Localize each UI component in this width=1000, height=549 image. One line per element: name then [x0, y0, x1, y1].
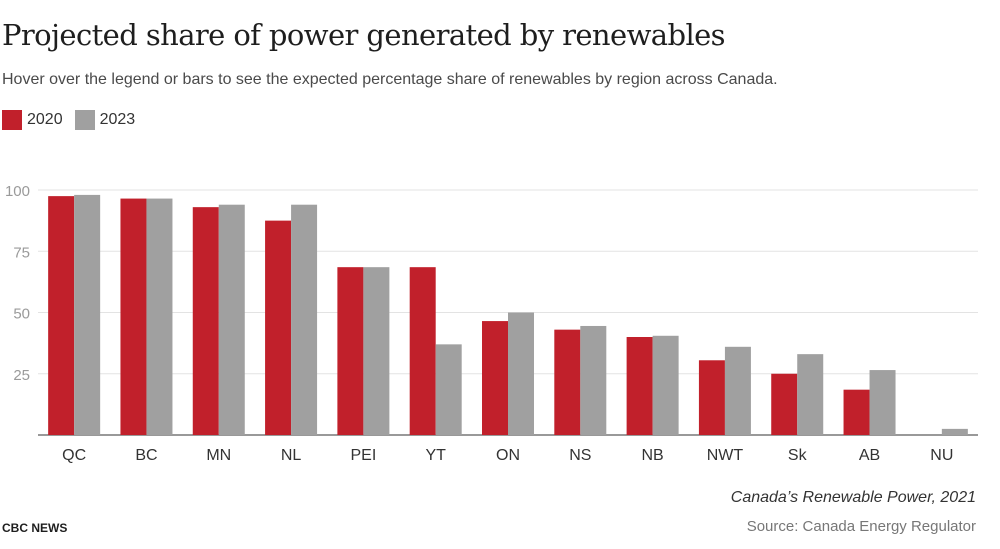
- chart-title: Projected share of power generated by re…: [2, 18, 726, 52]
- bar-2023-pei[interactable]: [363, 267, 390, 435]
- x-tick-label: NU: [930, 447, 953, 464]
- bar-2023-sk[interactable]: [797, 354, 824, 435]
- bar-2023-bc[interactable]: [146, 198, 173, 435]
- bar-2020-yt[interactable]: [409, 267, 436, 435]
- x-tick-label: NS: [569, 447, 591, 464]
- source-credit: Source: Canada Energy Regulator: [746, 518, 976, 535]
- legend: 2020 2023: [2, 110, 147, 130]
- bar-2020-mn[interactable]: [192, 207, 219, 435]
- x-tick-label: NWT: [707, 447, 744, 464]
- legend-swatch-2020: [2, 110, 22, 130]
- bar-2020-pei[interactable]: [337, 267, 364, 435]
- bar-2023-ab[interactable]: [869, 370, 896, 435]
- x-tick-label: ON: [496, 447, 520, 464]
- bar-2020-sk[interactable]: [771, 373, 798, 435]
- bar-2020-qc[interactable]: [48, 196, 75, 435]
- x-tick-label: PEI: [350, 447, 376, 464]
- chart-subtitle: Hover over the legend or bars to see the…: [2, 71, 778, 88]
- bar-2023-qc[interactable]: [74, 194, 101, 435]
- legend-label-2023: 2023: [99, 111, 136, 128]
- bar-2023-nu[interactable]: [941, 428, 968, 435]
- brand-logo: CBC NEWS: [2, 521, 68, 535]
- bar-2020-on[interactable]: [482, 321, 508, 435]
- bar-2023-yt[interactable]: [435, 344, 462, 435]
- x-tick-label: Sk: [788, 447, 808, 464]
- bar-2023-ns[interactable]: [580, 325, 607, 435]
- bar-2020-nl[interactable]: [265, 220, 292, 435]
- y-tick-label: 100: [5, 183, 30, 200]
- bar-2023-on[interactable]: [508, 312, 534, 436]
- x-tick-label: NB: [641, 447, 663, 464]
- bar-chart: 25 50 75 100 QC BC MN NL PEI YT ON NS NB NWT Sk AB NU: [5, 183, 978, 464]
- bar-2020-nb[interactable]: [626, 337, 653, 435]
- bar-2023-mn[interactable]: [218, 204, 245, 435]
- chart-area: 25 50 75 100 QC BC MN NL PEI YT ON NS NB NWT Sk AB NU: [0, 170, 1000, 470]
- legend-item-2020[interactable]: 2020: [2, 110, 63, 130]
- legend-item-2023[interactable]: 2023: [74, 110, 136, 130]
- bar-2023-nb[interactable]: [652, 335, 679, 435]
- legend-label-2020: 2020: [27, 111, 63, 128]
- x-tick-label: NL: [281, 447, 302, 464]
- y-tick-label: 25: [13, 367, 30, 384]
- y-tick-label: 50: [13, 306, 30, 323]
- bar-2023-nwt[interactable]: [724, 346, 751, 435]
- x-tick-label: AB: [859, 447, 880, 464]
- x-tick-label: QC: [62, 447, 86, 464]
- x-tick-label: YT: [425, 447, 446, 464]
- x-tick-label: BC: [135, 447, 157, 464]
- bar-2020-bc[interactable]: [120, 198, 147, 435]
- bar-2020-ab[interactable]: [843, 389, 870, 435]
- y-tick-label: 75: [13, 244, 30, 261]
- x-tick-label: MN: [206, 447, 231, 464]
- bar-2020-nwt[interactable]: [698, 360, 725, 435]
- bar-2023-nl[interactable]: [291, 204, 318, 435]
- source-title: Canada’s Renewable Power, 2021: [730, 489, 976, 506]
- bar-2020-ns[interactable]: [554, 329, 581, 435]
- legend-swatch-2023: [74, 110, 95, 130]
